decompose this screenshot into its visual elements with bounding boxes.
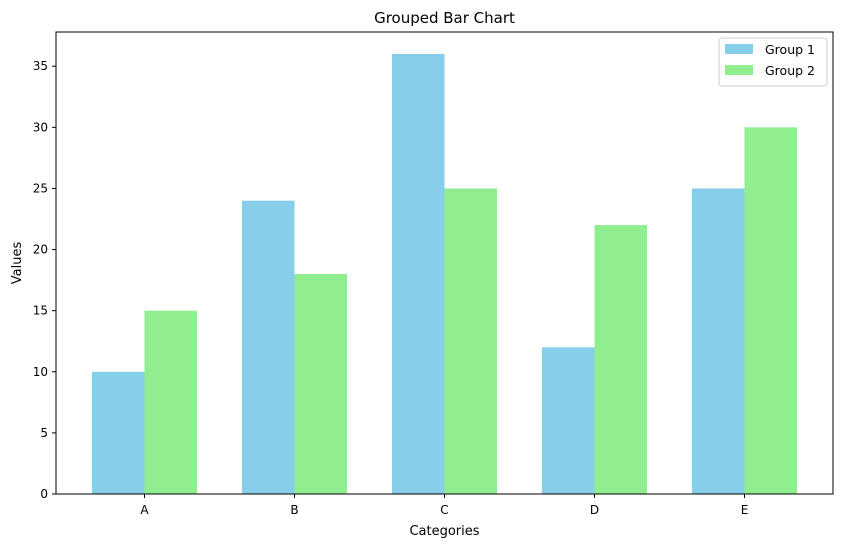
- y-tick-label: 20: [33, 243, 48, 257]
- y-tick-label: 15: [33, 304, 48, 318]
- x-tick-label: B: [290, 503, 298, 517]
- y-tick-label: 0: [40, 487, 48, 501]
- bar-e-series-2: [744, 127, 797, 494]
- y-axis: 0 5 10 15 20 25 30 35: [33, 59, 56, 501]
- bar-b-series-2: [294, 274, 347, 494]
- y-tick-label: 35: [33, 59, 48, 73]
- legend-swatch-group-2: [725, 65, 753, 75]
- y-tick-label: 25: [33, 181, 48, 195]
- legend: Group 1 Group 2: [718, 37, 828, 87]
- legend-label-group-2: Group 2: [765, 63, 815, 78]
- bar-a-series-1: [92, 371, 145, 494]
- y-tick-label: 5: [40, 426, 48, 440]
- bar-d-series-2: [594, 225, 647, 494]
- bar-b-series-1: [242, 200, 295, 494]
- bar-e-series-1: [692, 188, 745, 494]
- chart-title: Grouped Bar Chart: [374, 9, 515, 27]
- bar-c-series-2: [444, 188, 497, 494]
- x-tick-label: D: [590, 503, 599, 517]
- x-tick-label: A: [140, 503, 149, 517]
- x-tick-label: E: [741, 503, 749, 517]
- x-tick-label: C: [440, 503, 448, 517]
- legend-label-group-1: Group 1: [765, 42, 815, 57]
- bar-c-series-1: [392, 54, 445, 494]
- y-axis-title: Values: [10, 242, 25, 285]
- bar-a-series-2: [144, 310, 197, 494]
- x-axis: A B C D E: [140, 494, 748, 517]
- y-tick-label: 10: [33, 365, 48, 379]
- y-tick-label: 30: [33, 120, 48, 134]
- bars-group: [92, 54, 797, 494]
- x-axis-title: Categories: [409, 524, 479, 539]
- plot-frame: [55, 31, 834, 495]
- legend-swatch-group-1: [725, 44, 753, 54]
- bar-d-series-1: [542, 347, 595, 494]
